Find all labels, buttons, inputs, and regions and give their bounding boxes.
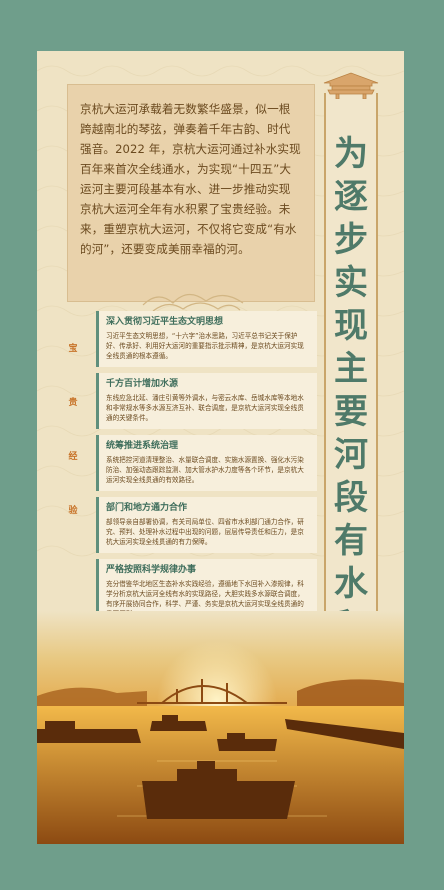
experience-body: 系统把控河道清理整治、水量联合调度、实施水源置换、强化水污染防治、加强动态跟踪监… [106, 456, 304, 484]
pavilion-ornament [323, 72, 379, 99]
experience-heading: 部门和地方通力合作 [106, 503, 188, 513]
intro-box: 京杭大运河承载着无数繁华盛景，似一根跨越南北的琴弦，弹奏着千年古韵、时代强音。2… [67, 84, 315, 312]
experience-item: 统筹推进系统治理 系统把控河道清理整治、水量联合调度、实施水源置换、强化水污染防… [96, 435, 317, 491]
experience-item: 深入贯彻习近平生态文明思想 习近平生态文明思想，“十六字”治水思路，习近平总书记… [96, 311, 317, 367]
experience-body: 习近平生态文明思想，“十六字”治水思路，习近平总书记关于保护好、传承好、利用好大… [106, 332, 304, 360]
experience-item: 部门和地方通力合作 部领导亲自部署协调，有关司局单位、四省市水利部门通力合作，研… [96, 497, 317, 553]
side-label-char: 宝 [68, 344, 78, 354]
experience-heading: 千方百计增加水源 [106, 379, 179, 389]
side-label-char: 经 [68, 452, 78, 462]
bridge [137, 679, 287, 704]
experience-heading: 深入贯彻习近平生态文明思想 [106, 317, 224, 327]
experience-item: 千方百计增加水源 东线应急北延、潘庄引黄等外调水，与密云水库、岳城水库等本地水和… [96, 373, 317, 429]
content-panel: 京杭大运河承载着无数繁华盛景，似一根跨越南北的琴弦，弹奏着千年古韵、时代强音。2… [37, 51, 404, 844]
intro-text: 京杭大运河承载着无数繁华盛景，似一根跨越南北的琴弦，弹奏着千年古韵、时代强音。2… [80, 102, 301, 256]
cloud-ornament [142, 293, 244, 312]
side-label-char: 贵 [68, 398, 78, 408]
side-label: 宝 贵 经 验 [64, 341, 82, 557]
experience-heading: 统筹推进系统治理 [106, 441, 179, 451]
experience-heading: 严格按照科学规律办事 [106, 565, 197, 575]
canal-sunset-photo [37, 611, 404, 844]
title-banner: 为逐步实现主要河段有水积累经验 [323, 72, 379, 776]
experience-list: 深入贯彻习近平生态文明思想 习近平生态文明思想，“十六字”治水思路，习近平总书记… [96, 311, 317, 631]
side-label-char: 验 [68, 506, 78, 516]
experience-body: 部领导亲自部署协调，有关司局单位、四省市水利部门通力合作，研究、预判、处理补水过… [106, 518, 304, 546]
experience-body: 东线应急北延、潘庄引黄等外调水，与密云水库、岳城水库等本地水和非常规水等多水源互… [106, 394, 304, 422]
